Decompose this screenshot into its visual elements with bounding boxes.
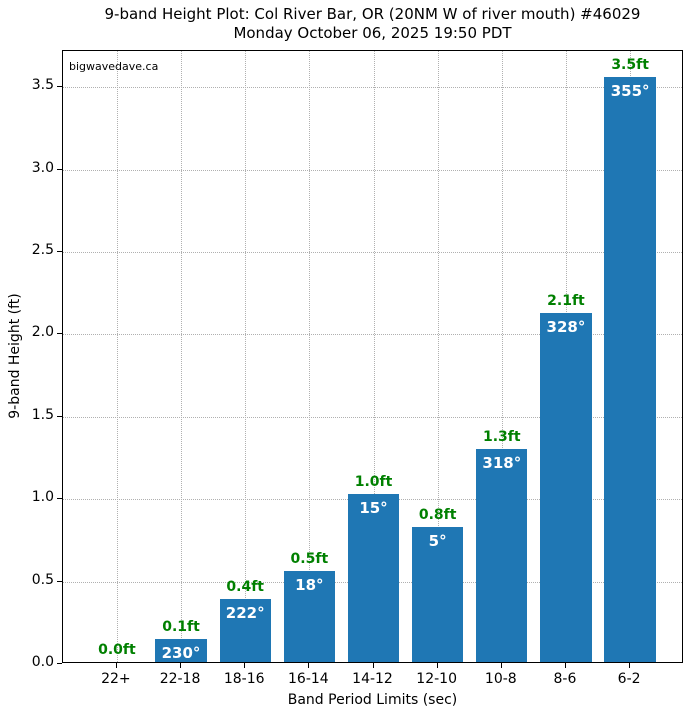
bar [604, 77, 656, 662]
x-axis-tick-label: 18-16 [223, 671, 265, 687]
bar [283, 571, 335, 662]
y-axis-tick [57, 498, 62, 500]
x-axis-tick-label: 22+ [101, 671, 131, 687]
watermark-text: bigwavedave.ca [69, 60, 159, 73]
x-axis-tick-label: 12-10 [416, 671, 457, 687]
gridline-horizontal [63, 87, 682, 89]
bar-direction-label: 318° [482, 454, 522, 473]
bar-height-label: 0.1ft [162, 618, 200, 635]
plot-area: bigwavedave.ca 0.0ft 0.1ft 230° 0.4ft 222° 0.… [62, 50, 683, 663]
bar-direction-label: 18° [295, 576, 324, 595]
bar [219, 599, 271, 662]
bar-direction-label: 15° [359, 498, 388, 517]
y-axis-tick-label: 1.5 [31, 406, 54, 423]
chart-subtitle: Monday October 06, 2025 19:50 PDT [233, 24, 512, 42]
chart-title: 9-band Height Plot: Col River Bar, OR (2… [104, 5, 641, 23]
bar-height-label: 0.0ft [98, 642, 136, 658]
bar-height-label: 0.4ft [226, 579, 264, 596]
gridline-vertical [309, 51, 311, 662]
bar-direction-label: 355° [610, 82, 650, 100]
bar [411, 526, 464, 662]
gridline-horizontal [63, 169, 682, 171]
x-axis-tick [436, 663, 438, 668]
bar [476, 449, 528, 662]
x-axis-tick [308, 663, 310, 668]
x-axis-tick-label: 22-18 [159, 671, 201, 687]
y-axis-tick-label: 0.5 [31, 571, 54, 588]
y-axis-label: 9-band Height (ft) [7, 293, 23, 419]
y-axis-tick [57, 86, 62, 88]
gridline-horizontal [63, 334, 682, 336]
x-axis-tick [244, 663, 246, 668]
gridline-vertical [437, 51, 439, 662]
x-axis-tick [115, 663, 117, 668]
y-axis-tick-label: 3.5 [31, 77, 54, 94]
gridline-vertical [373, 51, 375, 662]
y-axis-tick [57, 580, 62, 582]
bar-direction-label: 328° [546, 317, 586, 336]
y-axis-tick [57, 251, 62, 253]
gridline-vertical [116, 51, 118, 662]
gridline-horizontal [63, 416, 682, 418]
bar-height-label: 1.0ft [354, 473, 393, 490]
bar-height-label: 0.8ft [418, 506, 457, 523]
y-axis-tick-label: 0.0 [31, 654, 54, 670]
y-axis-tick [57, 333, 62, 335]
x-axis-tick [180, 663, 182, 668]
y-axis-tick-label: 2.0 [31, 324, 54, 341]
bar [155, 638, 207, 662]
y-axis-tick [57, 168, 62, 170]
bar-height-label: 0.5ft [290, 551, 329, 568]
x-axis-tick [372, 663, 374, 668]
bar-height-label: 3.5ft [611, 57, 649, 74]
bar-direction-label: 230° [161, 643, 201, 662]
x-axis-tick-label: 16-14 [288, 671, 329, 687]
bar [347, 493, 400, 662]
x-axis-tick [629, 663, 631, 668]
y-axis-tick [57, 415, 62, 417]
x-axis-tick-label: 8-6 [553, 671, 577, 687]
y-axis-tick-label: 3.0 [31, 159, 54, 176]
y-axis-tick [57, 663, 62, 664]
gridline-horizontal [63, 252, 682, 254]
x-axis-label: Band Period Limits (sec) [287, 692, 458, 708]
bar-direction-label: 222° [225, 604, 265, 623]
y-axis-tick-label: 1.0 [31, 489, 54, 506]
y-axis-tick-label: 2.5 [31, 242, 54, 259]
bar-height-label: 1.3ft [483, 429, 521, 446]
x-axis-tick-label: 6-2 [617, 671, 641, 687]
x-axis-tick [564, 663, 566, 668]
gridline-vertical [245, 51, 247, 662]
gridline-vertical [181, 51, 183, 662]
bar [540, 312, 592, 662]
bar-height-label: 2.1ft [547, 292, 585, 309]
x-axis-tick [500, 663, 502, 668]
gridline-vertical [501, 51, 503, 662]
bar-direction-label: 5° [428, 531, 447, 550]
x-axis-tick-label: 10-8 [484, 671, 517, 687]
x-axis-tick-label: 14-12 [352, 671, 393, 687]
